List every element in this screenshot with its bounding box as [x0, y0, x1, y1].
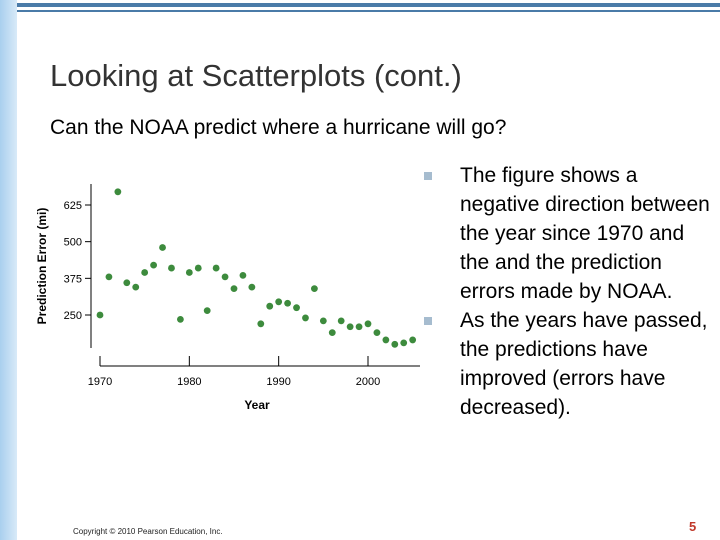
data-point [373, 329, 381, 336]
data-point [141, 269, 149, 276]
data-point [409, 336, 417, 344]
x-tick-label: 1980 [177, 376, 201, 388]
bullet-text-1: The figure shows a negative direction be… [460, 164, 710, 303]
data-point [302, 314, 309, 322]
y-tick-label: 250 [64, 310, 82, 322]
data-point [150, 261, 157, 269]
data-point [185, 269, 193, 276]
page-number: 5 [689, 519, 697, 534]
data-point [382, 336, 390, 344]
x-axis-label: Year [244, 398, 270, 412]
top-rule-thick [17, 3, 720, 7]
data-point [96, 311, 104, 319]
data-point [275, 298, 283, 306]
slide-subtitle: Can the NOAA predict where a hurricane w… [50, 116, 507, 139]
data-point [257, 320, 265, 328]
x-tick-label: 1970 [88, 376, 112, 388]
chart-axes: 250 375 500 625 1970 1980 1990 2000 Year Predicti… [35, 184, 420, 412]
copyright-notice: Copyright © 2010 Pearson Education, Inc. [73, 527, 223, 536]
bullet-text-2: As the years have passed, the prediction… [460, 309, 708, 419]
data-point [364, 320, 372, 328]
scatterplot: 250 375 500 625 1970 1980 1990 2000 Year Predicti… [35, 184, 420, 412]
y-tick-label: 500 [64, 237, 82, 249]
side-accent-bar [0, 0, 17, 540]
data-point [239, 272, 247, 279]
slide-title: Looking at Scatterplots (cont.) [50, 58, 462, 93]
y-tick-label: 375 [64, 273, 82, 285]
data-point [132, 283, 140, 291]
data-point [319, 317, 327, 325]
bullet-list: The figure shows a negative direction be… [424, 161, 715, 422]
y-tick-label: 625 [64, 200, 82, 212]
square-bullet-icon [424, 317, 432, 325]
x-tick-label: 2000 [356, 376, 380, 388]
data-point [230, 285, 238, 292]
data-point [177, 316, 184, 323]
data-point [346, 323, 354, 331]
data-point [212, 264, 220, 272]
data-point [400, 339, 408, 347]
data-point [284, 299, 291, 307]
data-point [328, 329, 336, 336]
data-point [293, 304, 300, 312]
top-rule-thin [17, 10, 720, 12]
y-axis-label: Prediction Error (mi) [35, 208, 49, 325]
square-bullet-icon [424, 172, 432, 180]
data-point [159, 244, 166, 251]
bullet-item-1: The figure shows a negative direction be… [424, 161, 715, 306]
chart-points [96, 188, 417, 348]
data-point [311, 285, 318, 292]
data-point [391, 340, 399, 348]
data-point [203, 307, 211, 314]
bullet-item-2: As the years have passed, the prediction… [424, 306, 715, 422]
data-point [168, 264, 175, 272]
data-point [194, 264, 202, 272]
data-point [337, 317, 345, 325]
data-point [123, 279, 131, 287]
data-point [355, 323, 363, 331]
data-point [105, 273, 113, 281]
data-point [266, 302, 274, 310]
data-point [248, 283, 256, 291]
x-tick-label: 1990 [266, 376, 290, 388]
data-point [114, 188, 122, 196]
data-point [221, 273, 229, 281]
